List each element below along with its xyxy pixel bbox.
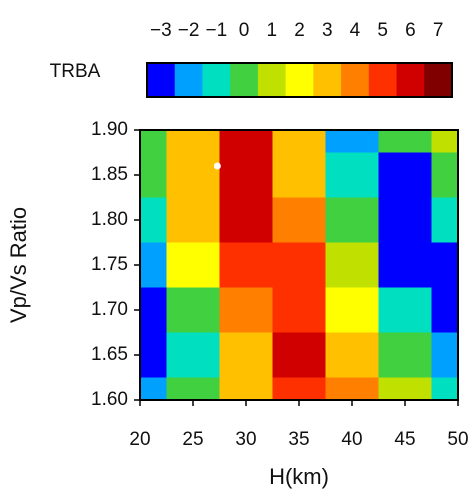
colorbar-tick-label: 7 xyxy=(433,20,444,41)
x-tick-label: 50 xyxy=(447,429,468,450)
x-tick-label: 40 xyxy=(341,429,362,450)
heatmap-cell xyxy=(220,333,274,379)
heatmap-cell xyxy=(167,243,221,289)
heatmap-cell xyxy=(273,333,327,379)
colorbar-segment xyxy=(175,63,203,97)
heatmap-cell xyxy=(379,288,433,334)
colorbar-segment xyxy=(230,63,258,97)
colorbar-tick-label: 1 xyxy=(266,20,277,41)
x-tick-label: 35 xyxy=(288,429,309,450)
colorbar-tick-label: 2 xyxy=(294,20,305,41)
heatmap-cell xyxy=(326,288,380,334)
heatmap-cell xyxy=(273,288,327,334)
heatmap-cell xyxy=(167,333,221,379)
heatmap-cell xyxy=(379,198,433,244)
heatmap-cell xyxy=(432,288,475,334)
colorbar-segment xyxy=(397,63,425,97)
y-tick-label: 1.90 xyxy=(91,119,128,140)
colorbar-tick-label: 0 xyxy=(239,20,250,41)
y-tick-label: 1.65 xyxy=(91,344,128,365)
colorbar-segment xyxy=(369,63,397,97)
colorbar-tick-label: −3 xyxy=(150,20,172,41)
heatmap-cell xyxy=(220,243,274,289)
heatmap-cell xyxy=(167,153,221,199)
heatmap-cell xyxy=(326,333,380,379)
colorbar-tick-label: 5 xyxy=(377,20,388,41)
heatmap-cell xyxy=(273,243,327,289)
heatmap-cell xyxy=(220,288,274,334)
heatmap-cell xyxy=(326,153,380,199)
colorbar-tick-label: 4 xyxy=(350,20,361,41)
colorbar-label: TRBA xyxy=(50,61,101,82)
colorbar-tick-label: 3 xyxy=(322,20,333,41)
heatmap-cell xyxy=(379,333,433,379)
y-tick-label: 1.75 xyxy=(91,254,128,275)
x-tick-label: 45 xyxy=(394,429,415,450)
heatmap-cell xyxy=(432,153,475,199)
x-tick-label: 25 xyxy=(182,429,203,450)
colorbar-tick-label: −1 xyxy=(205,20,227,41)
heatmap-cell xyxy=(167,288,221,334)
y-tick-label: 1.70 xyxy=(91,299,128,320)
y-tick-label: 1.60 xyxy=(91,389,128,410)
y-axis-label: Vp/Vs Ratio xyxy=(6,207,31,323)
heatmap-cell xyxy=(273,198,327,244)
heatmap-cell xyxy=(432,198,475,244)
heatmap-cell xyxy=(220,153,274,199)
colorbar-tick-label: −2 xyxy=(178,20,200,41)
y-tick-label: 1.80 xyxy=(91,209,128,230)
heatmap-cell xyxy=(220,198,274,244)
heatmap-cell xyxy=(273,153,327,199)
heatmap-cell xyxy=(432,243,475,289)
x-tick-label: 20 xyxy=(129,429,150,450)
heatmap-cell xyxy=(379,243,433,289)
heatmap-cell xyxy=(167,198,221,244)
colorbar-segment xyxy=(313,63,341,97)
y-tick-label: 1.85 xyxy=(91,164,128,185)
colorbar-segment xyxy=(147,63,175,97)
heatmap xyxy=(114,108,475,424)
heatmap-cell xyxy=(379,153,433,199)
colorbar-segment xyxy=(286,63,314,97)
x-tick-label: 30 xyxy=(235,429,256,450)
heatmap-cell xyxy=(326,243,380,289)
colorbar-tick-label: 6 xyxy=(405,20,416,41)
colorbar-segment xyxy=(258,63,286,97)
max-point xyxy=(214,163,221,170)
colorbar-segment xyxy=(202,63,230,97)
heatmap-cell xyxy=(326,198,380,244)
x-axis-label: H(km) xyxy=(269,464,329,489)
colorbar-segment xyxy=(341,63,369,97)
heatmap-cell xyxy=(432,333,475,379)
colorbar-segment xyxy=(424,63,452,97)
